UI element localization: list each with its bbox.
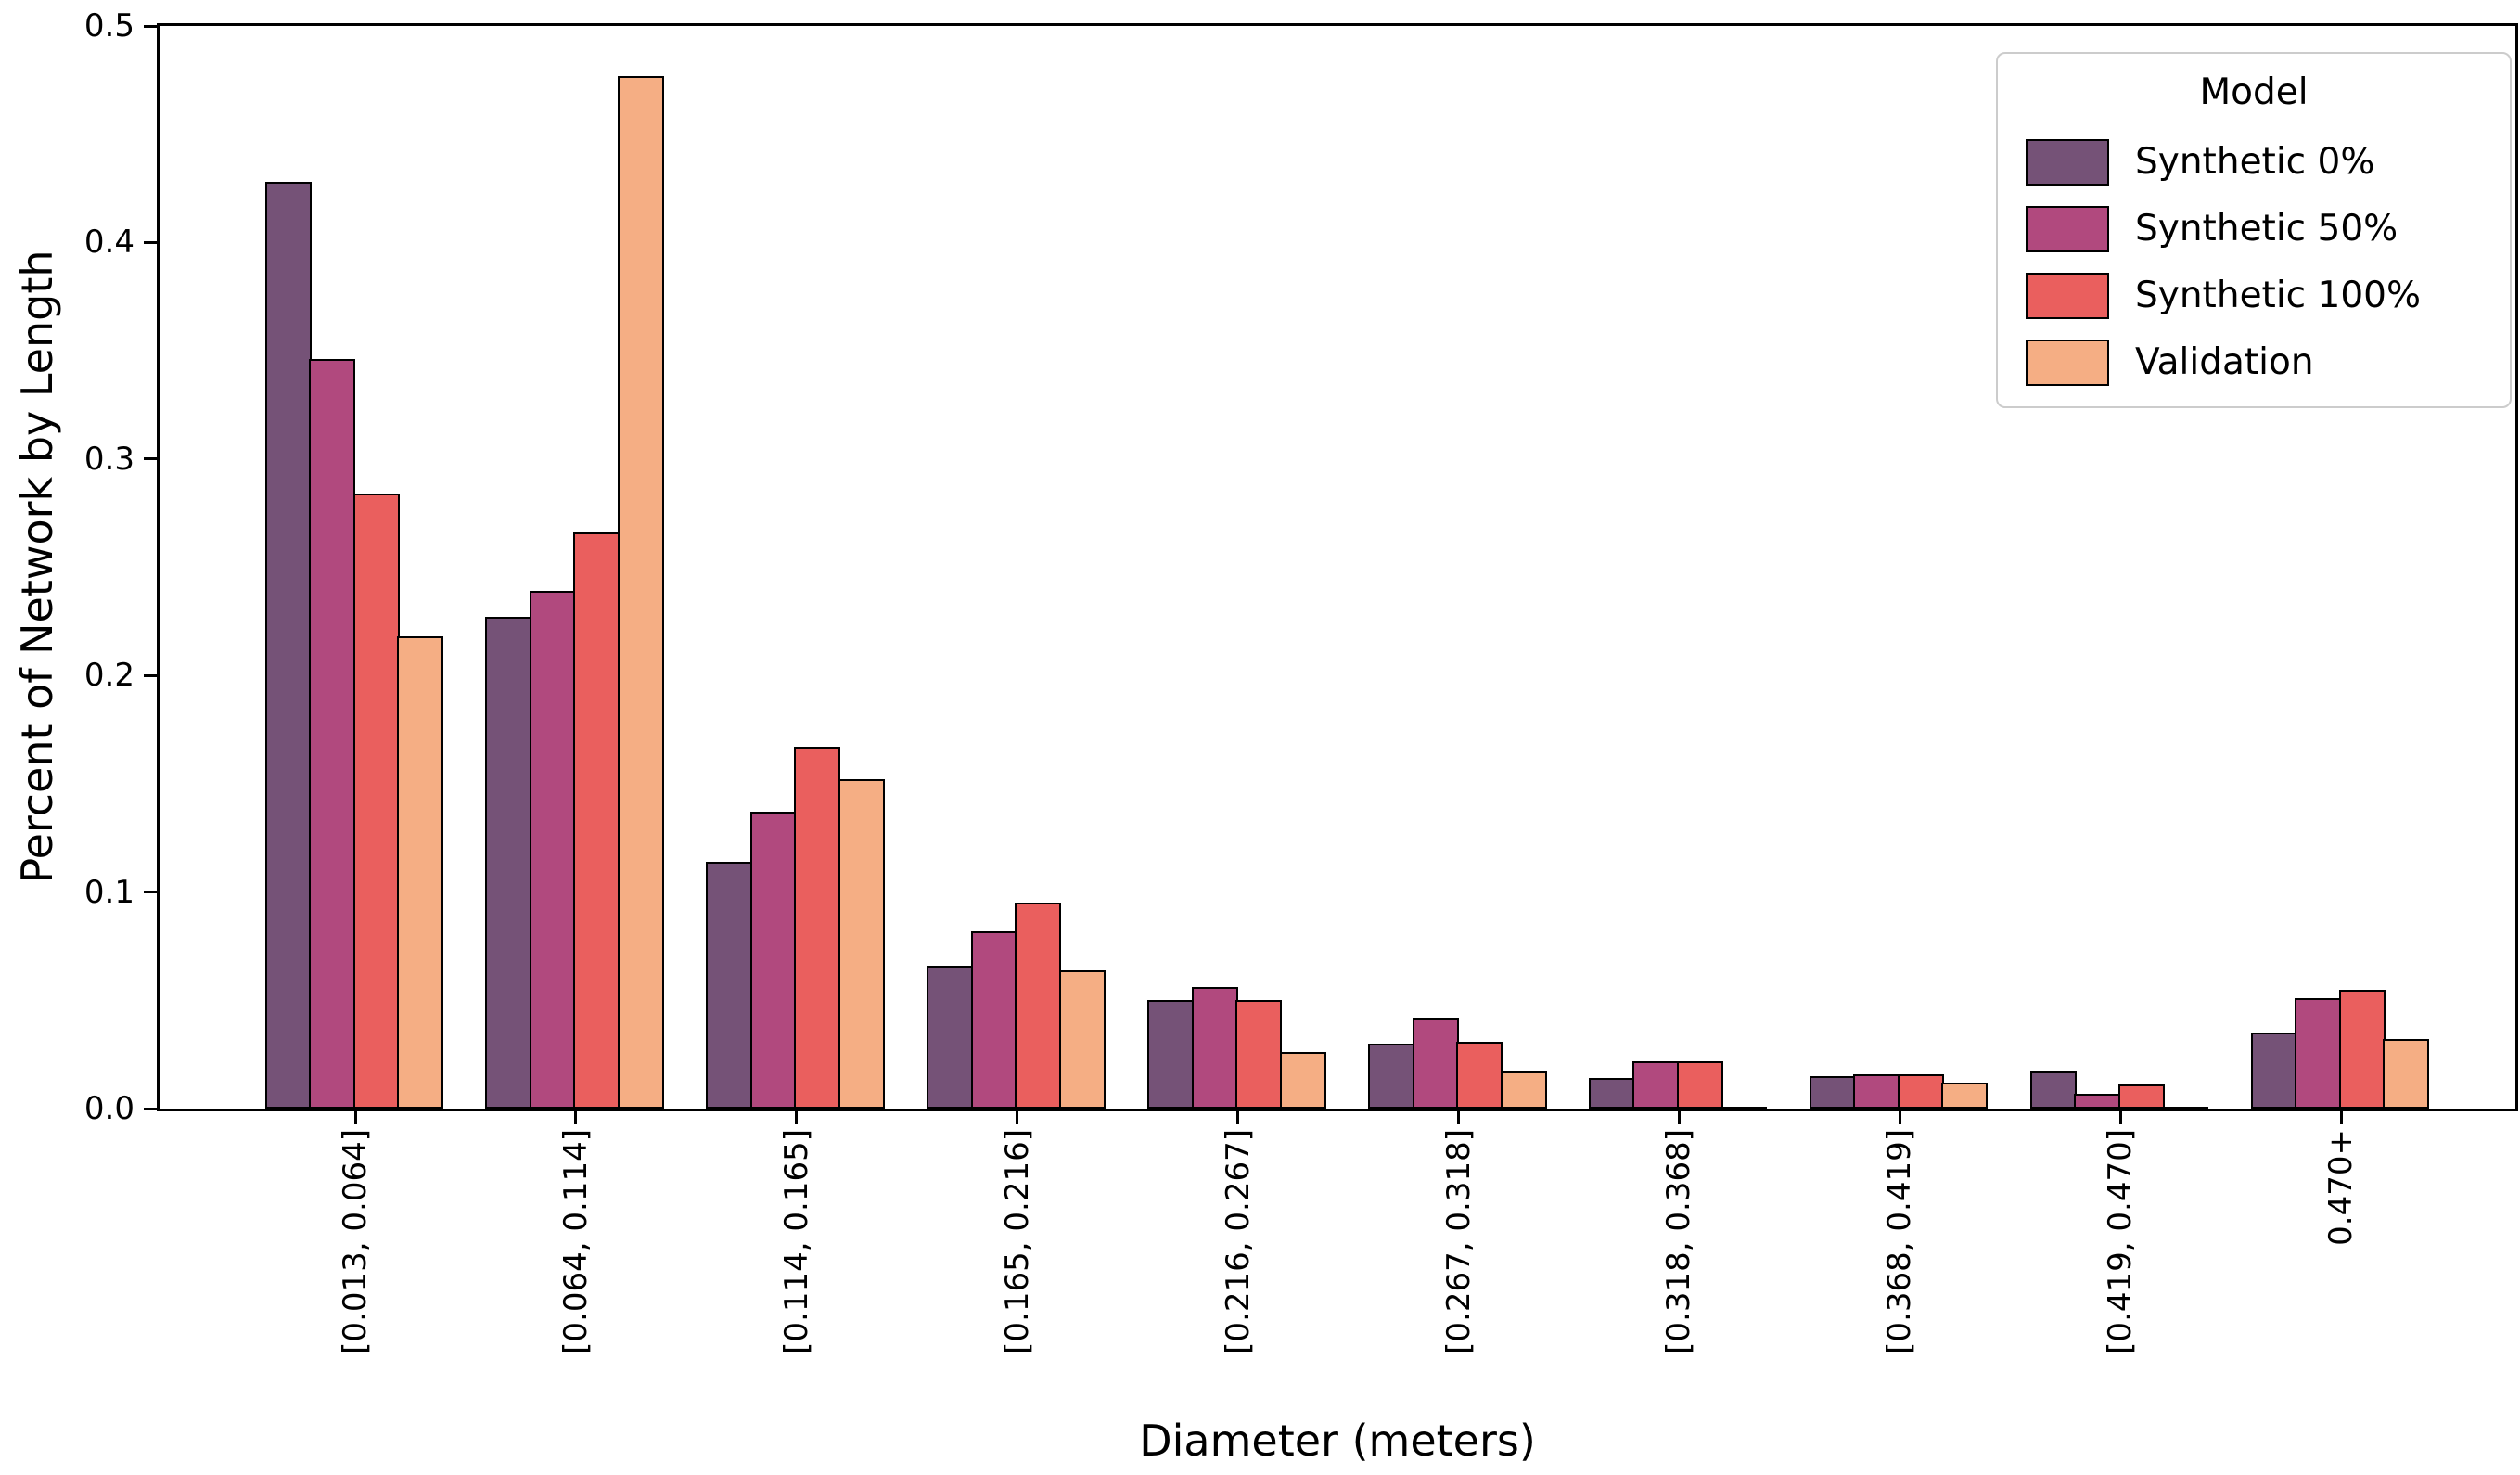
x-tick-mark — [1016, 1111, 1019, 1124]
bar-synthetic-0-bin-3 — [706, 862, 753, 1109]
y-tick-label: 0.4 — [83, 224, 134, 262]
x-tick-mark — [1677, 1111, 1681, 1124]
legend-items: Synthetic 0% Synthetic 50% Synthetic 100% V… — [2026, 139, 2482, 386]
bar-validation-bin-9 — [2162, 1107, 2209, 1109]
bar-synthetic-50-bin-5 — [1191, 987, 1238, 1109]
bar-synthetic-0-bin-4 — [927, 966, 974, 1109]
x-tick-mark — [353, 1111, 357, 1124]
bar-synthetic-100-bin-10 — [2338, 990, 2386, 1109]
x-tick-label: [0.318, 0.368] — [1660, 1129, 1698, 1354]
y-tick-label: 0.1 — [83, 873, 134, 911]
bar-validation-bin-2 — [617, 76, 664, 1109]
bar-synthetic-100-bin-6 — [1456, 1042, 1503, 1109]
x-tick-label: [0.216, 0.267] — [1219, 1129, 1257, 1354]
bar-synthetic-100-bin-4 — [1015, 903, 1062, 1109]
bar-synthetic-100-bin-8 — [1897, 1074, 1944, 1109]
x-tick-label: [0.064, 0.114] — [556, 1129, 595, 1354]
x-tick-label: [0.165, 0.216] — [998, 1129, 1036, 1354]
bar-validation-bin-6 — [1500, 1071, 1547, 1109]
bar-synthetic-0-bin-7 — [1588, 1078, 1635, 1109]
y-tick-label: 0.0 — [83, 1090, 134, 1127]
bar-synthetic-50-bin-10 — [2295, 998, 2342, 1109]
bar-synthetic-50-bin-4 — [970, 931, 1017, 1109]
x-tick-mark — [795, 1111, 799, 1124]
bar-synthetic-0-bin-9 — [2029, 1071, 2077, 1109]
legend-item-label: Synthetic 0% — [2135, 141, 2375, 183]
legend-item-label: Validation — [2135, 341, 2314, 383]
y-tick-mark — [144, 457, 157, 461]
bar-synthetic-0-bin-6 — [1368, 1044, 1414, 1109]
x-tick-label: [0.114, 0.165] — [777, 1129, 815, 1354]
bar-validation-bin-10 — [2383, 1039, 2430, 1109]
x-tick-label: [0.368, 0.419] — [1881, 1129, 1919, 1354]
x-tick-mark — [1457, 1111, 1460, 1124]
bar-synthetic-100-bin-7 — [1676, 1061, 1723, 1109]
x-tick-label: [0.267, 0.318] — [1439, 1129, 1477, 1354]
y-tick-mark — [144, 673, 157, 677]
bar-synthetic-0-bin-2 — [485, 617, 532, 1109]
bar-validation-bin-8 — [1941, 1083, 1989, 1109]
y-tick-mark — [144, 24, 157, 28]
bar-synthetic-50-bin-9 — [2074, 1094, 2121, 1109]
legend-item: Validation — [2026, 340, 2482, 386]
bar-synthetic-0-bin-1 — [264, 182, 312, 1109]
x-tick-mark — [2339, 1111, 2343, 1124]
bar-synthetic-100-bin-5 — [1235, 1000, 1283, 1109]
bar-synthetic-50-bin-1 — [309, 359, 355, 1109]
bars-layer — [160, 26, 2515, 1109]
y-tick-mark — [144, 1107, 157, 1110]
bar-validation-bin-5 — [1279, 1052, 1326, 1109]
y-tick-mark — [144, 240, 157, 244]
x-tick-mark — [1236, 1111, 1240, 1124]
bar-synthetic-50-bin-8 — [1853, 1074, 1900, 1109]
bar-synthetic-50-bin-6 — [1412, 1018, 1459, 1109]
y-tick-label: 0.5 — [83, 7, 134, 45]
y-tick-mark — [144, 891, 157, 894]
legend-swatch — [2026, 273, 2109, 319]
bar-synthetic-100-bin-3 — [794, 747, 841, 1109]
x-tick-label: 0.470+ — [2322, 1129, 2360, 1246]
bar-synthetic-50-bin-2 — [529, 591, 576, 1109]
bar-validation-bin-1 — [397, 636, 443, 1109]
y-axis-title: Percent of Network by Length — [12, 250, 62, 884]
legend-swatch — [2026, 340, 2109, 386]
bar-synthetic-0-bin-10 — [2250, 1032, 2297, 1109]
bar-validation-bin-4 — [1058, 970, 1106, 1109]
legend-item: Synthetic 100% — [2026, 273, 2482, 319]
legend: Model Synthetic 0% Synthetic 50% Synthetic… — [1996, 52, 2512, 408]
legend-item: Synthetic 0% — [2026, 139, 2482, 186]
bar-validation-bin-7 — [1721, 1107, 1768, 1109]
y-tick-label: 0.3 — [83, 440, 134, 478]
x-tick-label: [0.419, 0.470] — [2102, 1129, 2140, 1354]
bar-synthetic-100-bin-1 — [352, 494, 400, 1109]
legend-item: Synthetic 50% — [2026, 206, 2482, 252]
bar-synthetic-0-bin-5 — [1147, 1000, 1195, 1109]
legend-item-label: Synthetic 50% — [2135, 208, 2398, 250]
legend-item-label: Synthetic 100% — [2135, 275, 2422, 316]
x-tick-label: [0.013, 0.064] — [337, 1129, 374, 1354]
legend-swatch — [2026, 139, 2109, 186]
x-axis-title: Diameter (meters) — [1139, 1416, 1536, 1466]
x-tick-mark — [574, 1111, 578, 1124]
bar-synthetic-0-bin-8 — [1809, 1076, 1856, 1109]
y-tick-label: 0.2 — [83, 657, 134, 695]
x-tick-mark — [2118, 1111, 2122, 1124]
bar-synthetic-50-bin-7 — [1632, 1061, 1680, 1109]
legend-title: Model — [2199, 71, 2309, 113]
bar-synthetic-100-bin-9 — [2117, 1084, 2165, 1109]
x-tick-mark — [1898, 1111, 1901, 1124]
legend-swatch — [2026, 206, 2109, 252]
bar-synthetic-50-bin-3 — [749, 812, 797, 1109]
bar-validation-bin-3 — [838, 779, 885, 1109]
bar-synthetic-100-bin-2 — [573, 532, 620, 1109]
